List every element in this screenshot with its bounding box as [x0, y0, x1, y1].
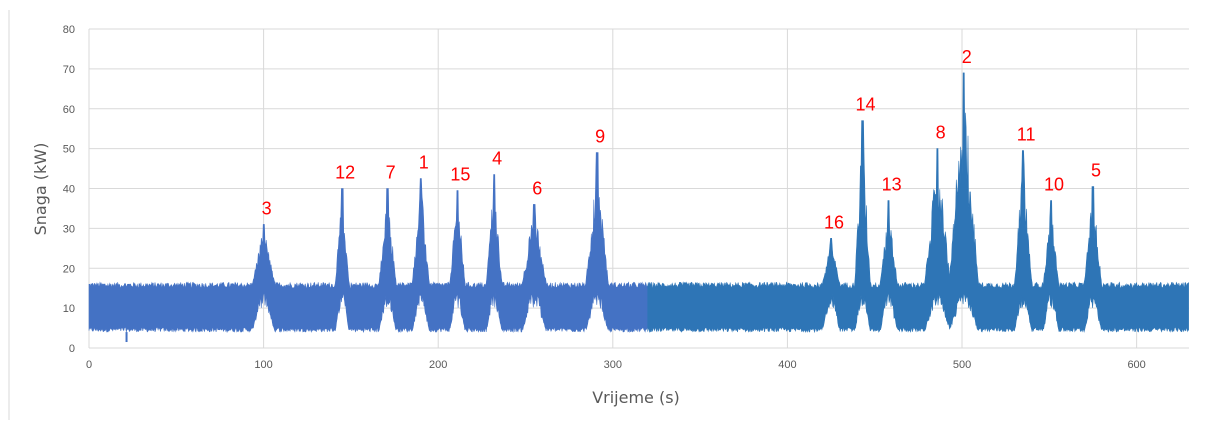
series-area-2 — [647, 72, 1189, 334]
peak-label-7: 7 — [386, 163, 396, 183]
x-tick-label: 500 — [953, 359, 971, 371]
peak-label-8: 8 — [936, 123, 946, 143]
x-axis-ticks: 0 100 200 300 400 500 600 — [86, 359, 1146, 371]
x-axis-title: Vrijeme (s) — [592, 388, 680, 407]
x-tick-label: 0 — [86, 359, 92, 371]
peak-label-16: 16 — [824, 212, 844, 232]
peak-label-3: 3 — [262, 198, 272, 218]
peak-label-14: 14 — [855, 95, 875, 115]
x-tick-label: 200 — [429, 359, 447, 371]
peak-label-13: 13 — [882, 174, 902, 194]
peak-label-5: 5 — [1091, 161, 1101, 181]
x-tick-label: 400 — [778, 359, 796, 371]
y-axis-ticks: 0 10 20 30 40 50 60 70 80 — [63, 24, 75, 355]
peak-label-15: 15 — [450, 164, 470, 184]
peak-label-10: 10 — [1044, 174, 1064, 194]
y-axis-title: Snaga (kW) — [31, 143, 50, 236]
y-tick-label: 80 — [63, 24, 75, 36]
peak-label-9: 9 — [595, 127, 605, 147]
y-tick-label: 10 — [63, 303, 75, 315]
series-area-1 — [88, 152, 648, 334]
y-tick-label: 60 — [63, 104, 75, 116]
peak-label-6: 6 — [532, 178, 542, 198]
y-tick-label: 50 — [63, 144, 75, 156]
peak-label-1: 1 — [419, 153, 429, 173]
y-tick-label: 70 — [63, 64, 75, 76]
power-series — [88, 72, 1189, 343]
y-tick-label: 0 — [69, 343, 75, 355]
y-tick-label: 30 — [63, 223, 75, 235]
y-tick-label: 40 — [63, 184, 75, 196]
peak-label-4: 4 — [492, 149, 502, 169]
peak-label-2: 2 — [962, 47, 972, 67]
y-tick-label: 20 — [63, 263, 75, 275]
x-tick-label: 300 — [604, 359, 622, 371]
x-tick-label: 600 — [1127, 359, 1145, 371]
x-tick-label: 100 — [254, 359, 272, 371]
peak-label-11: 11 — [1017, 125, 1036, 145]
peak-label-12: 12 — [335, 163, 355, 183]
